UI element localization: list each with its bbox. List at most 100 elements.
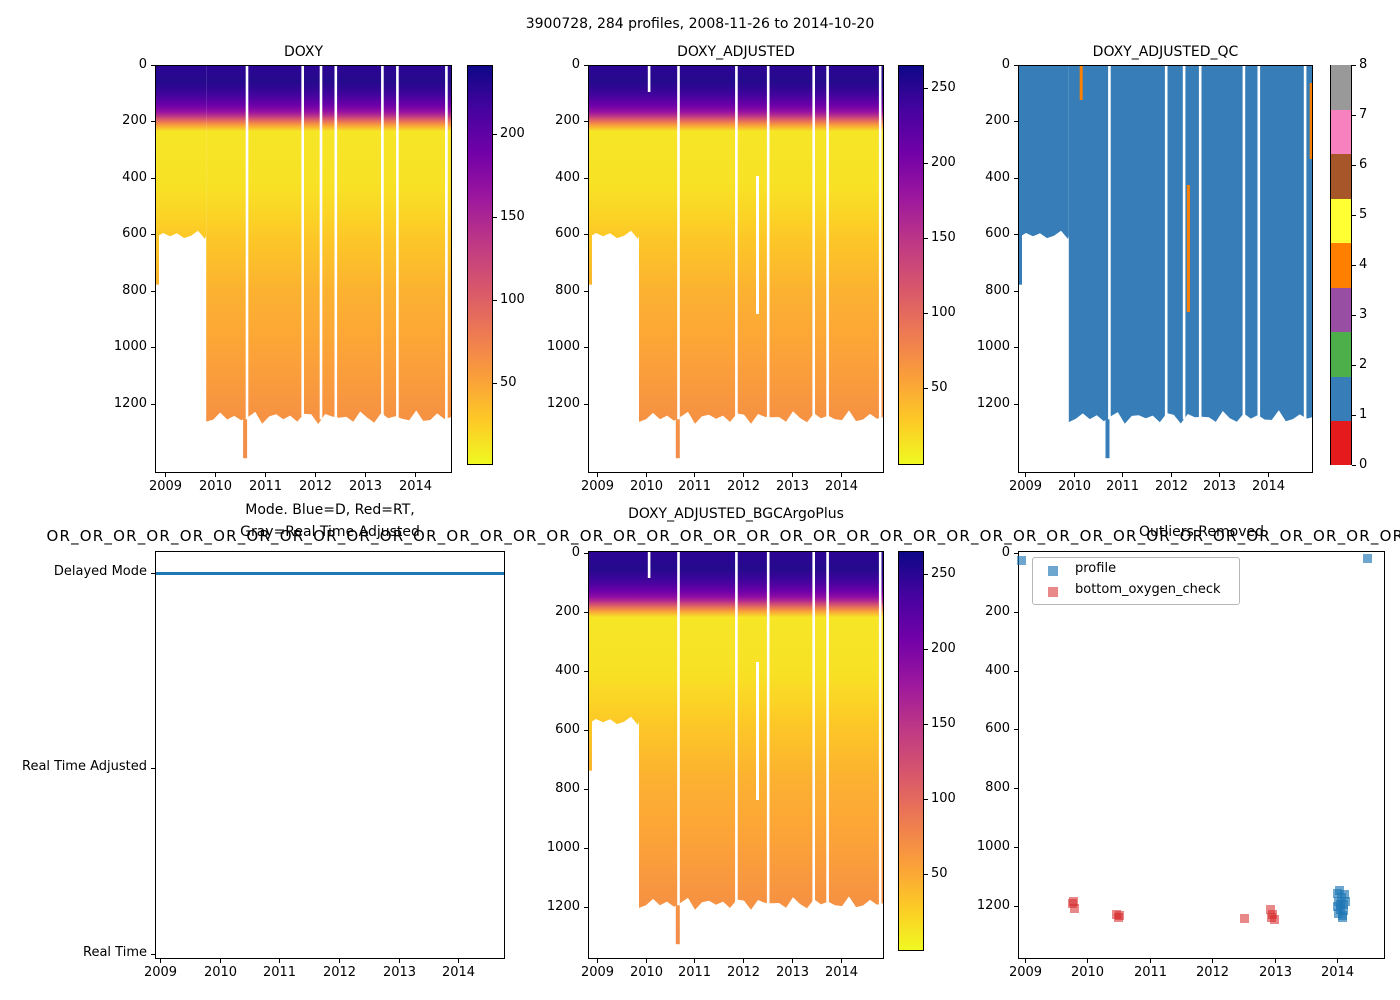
y-tick-label: 600: [555, 722, 580, 737]
y-tick-label: 200: [555, 113, 580, 128]
y-tick-label: 200: [985, 113, 1010, 128]
colorbar-tick-mark: [1352, 265, 1356, 266]
y-tick-label: 800: [985, 283, 1010, 298]
colorbar-tick-mark: [1352, 415, 1356, 416]
x-tick-label: 2010: [1070, 965, 1105, 980]
outliers-title: Outliers Removed: [1139, 524, 1264, 540]
y-tick-mark: [151, 234, 155, 235]
x-tick-label: 2009: [1008, 479, 1043, 494]
x-tick-mark: [743, 959, 744, 963]
x-tick-mark: [1268, 473, 1269, 477]
y-tick-mark: [584, 789, 588, 790]
x-tick-label: 2012: [322, 965, 357, 980]
x-tick-mark: [1337, 959, 1338, 963]
y-tick-label: 800: [985, 780, 1010, 795]
x-tick-label: 2014: [1320, 965, 1355, 980]
y-tick-mark: [151, 954, 155, 955]
y-tick-label: 1200: [113, 396, 147, 411]
colorbar-tick-mark: [1352, 65, 1356, 66]
x-tick-label: 2011: [248, 479, 283, 494]
x-tick-mark: [841, 959, 842, 963]
mode-category-label: Real Time: [83, 945, 147, 960]
x-tick-mark: [1025, 959, 1026, 963]
y-tick-mark: [151, 347, 155, 348]
x-tick-mark: [841, 473, 842, 477]
colorbar-tick-label: 150: [931, 230, 956, 245]
colorbar-tick-mark: [924, 163, 928, 164]
x-tick-label: 2010: [203, 965, 238, 980]
colorbar-tick-mark: [924, 88, 928, 89]
y-tick-mark: [151, 291, 155, 292]
colorbar-tick-label: 100: [500, 292, 525, 307]
data-mode-or-string: OR_OR_OR_OR_OR_OR_OR_OR_OR_OR_OR_OR_OR_O…: [46, 527, 1400, 545]
y-tick-label: 1000: [546, 840, 580, 855]
y-tick-label: 1200: [976, 898, 1010, 913]
y-tick-label: 1000: [546, 339, 580, 354]
x-tick-mark: [339, 959, 340, 963]
x-tick-mark: [220, 959, 221, 963]
mode-category-label: Delayed Mode: [53, 564, 147, 579]
y-tick-label: 1200: [546, 396, 580, 411]
bottom_oxygen_check-marker: [1239, 913, 1249, 923]
colorbar-tick-mark: [1352, 215, 1356, 216]
profile-marker: [1340, 889, 1349, 899]
x-tick-mark: [597, 959, 598, 963]
colorbar-tick-label: 1: [1359, 407, 1368, 422]
x-tick-label: 2010: [629, 965, 664, 980]
colorbar-tick-label: 4: [1359, 257, 1368, 272]
y-tick-label: 400: [985, 170, 1010, 185]
y-tick-label: 600: [985, 226, 1010, 241]
x-tick-label: 2010: [198, 479, 233, 494]
x-tick-label: 2011: [1133, 965, 1168, 980]
y-tick-mark: [1014, 291, 1018, 292]
x-tick-mark: [365, 473, 366, 477]
colorbar-tick-mark: [924, 313, 928, 314]
x-tick-label: 2014: [824, 479, 859, 494]
x-tick-label: 2009: [143, 965, 178, 980]
x-tick-label: 2012: [726, 965, 761, 980]
y-tick-label: 200: [122, 113, 147, 128]
mode-title-line2: Gray=Real Time Adjusted: [240, 524, 420, 540]
colorbar-tick-mark: [1352, 165, 1356, 166]
y-tick-mark: [151, 65, 155, 66]
bottom_oxygen_check-marker: [1267, 913, 1276, 923]
x-tick-mark: [458, 959, 459, 963]
colorbar-tick-mark: [493, 383, 497, 384]
y-tick-mark: [1014, 347, 1018, 348]
x-tick-mark: [1087, 959, 1088, 963]
qc-colorbar-segment-1: [1331, 376, 1351, 422]
y-tick-label: 200: [985, 604, 1010, 619]
bottom_oxygen_check-marker: [1069, 897, 1079, 907]
colorbar-tick-mark: [1352, 465, 1356, 466]
x-tick-mark: [1025, 473, 1026, 477]
colorbar-tick-label: 200: [931, 641, 956, 656]
x-tick-label: 2013: [382, 965, 417, 980]
doxy_adj_qc-heatmap-canvas: [1019, 66, 1312, 459]
x-tick-label: 2013: [775, 965, 810, 980]
y-tick-label: 0: [571, 545, 580, 560]
x-tick-label: 2013: [1258, 965, 1293, 980]
y-tick-mark: [151, 768, 155, 769]
bottom_oxygen_check-marker: [1265, 905, 1275, 915]
colorbar-tick-mark: [924, 799, 928, 800]
legend-box: profile bottom_oxygen_check: [1032, 557, 1240, 605]
profile-marker: [1338, 913, 1348, 923]
y-tick-label: 800: [555, 781, 580, 796]
colorbar-tick-mark: [924, 874, 928, 875]
y-tick-mark: [1014, 612, 1018, 613]
x-tick-label: 2009: [148, 479, 183, 494]
doxy_adj_bgc-colorbar: [898, 551, 924, 951]
doxy_adj-colorbar: [898, 65, 924, 465]
x-tick-label: 2012: [726, 479, 761, 494]
y-tick-mark: [584, 612, 588, 613]
x-tick-label: 2014: [441, 965, 476, 980]
legend-swatch-bottom_oxygen_check: [1048, 587, 1058, 597]
doxy_adj-plot-content: [589, 66, 883, 472]
y-tick-mark: [584, 730, 588, 731]
qc-colorbar-segment-8: [1331, 65, 1351, 110]
qc-colorbar-segment-2: [1331, 331, 1351, 377]
y-tick-label: 0: [1001, 545, 1010, 560]
doxy_adj_qc-title: DOXY_ADJUSTED_QC: [1092, 44, 1239, 60]
x-tick-mark: [215, 473, 216, 477]
